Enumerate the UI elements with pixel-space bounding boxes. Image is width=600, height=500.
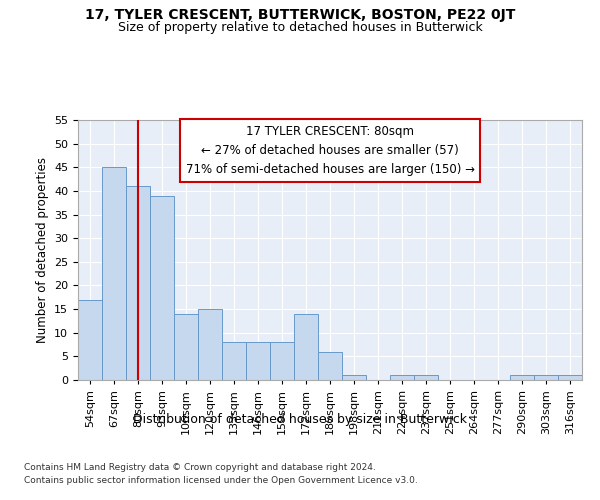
Bar — [294, 314, 318, 380]
Bar — [270, 342, 294, 380]
Bar — [150, 196, 174, 380]
Bar — [126, 186, 150, 380]
Text: Size of property relative to detached houses in Butterwick: Size of property relative to detached ho… — [118, 21, 482, 34]
Y-axis label: Number of detached properties: Number of detached properties — [35, 157, 49, 343]
Bar — [534, 376, 558, 380]
Text: 17, TYLER CRESCENT, BUTTERWICK, BOSTON, PE22 0JT: 17, TYLER CRESCENT, BUTTERWICK, BOSTON, … — [85, 8, 515, 22]
Bar — [318, 352, 342, 380]
Bar — [102, 168, 126, 380]
Bar — [78, 300, 102, 380]
Bar — [414, 376, 438, 380]
Bar — [222, 342, 246, 380]
Text: Distribution of detached houses by size in Butterwick: Distribution of detached houses by size … — [133, 412, 467, 426]
Bar — [558, 376, 582, 380]
Text: Contains public sector information licensed under the Open Government Licence v3: Contains public sector information licen… — [24, 476, 418, 485]
Bar — [174, 314, 198, 380]
Text: Contains HM Land Registry data © Crown copyright and database right 2024.: Contains HM Land Registry data © Crown c… — [24, 462, 376, 471]
Bar — [342, 376, 366, 380]
Bar — [246, 342, 270, 380]
Bar — [510, 376, 534, 380]
Bar — [390, 376, 414, 380]
Text: 17 TYLER CRESCENT: 80sqm
← 27% of detached houses are smaller (57)
71% of semi-d: 17 TYLER CRESCENT: 80sqm ← 27% of detach… — [185, 125, 475, 176]
Bar — [198, 309, 222, 380]
